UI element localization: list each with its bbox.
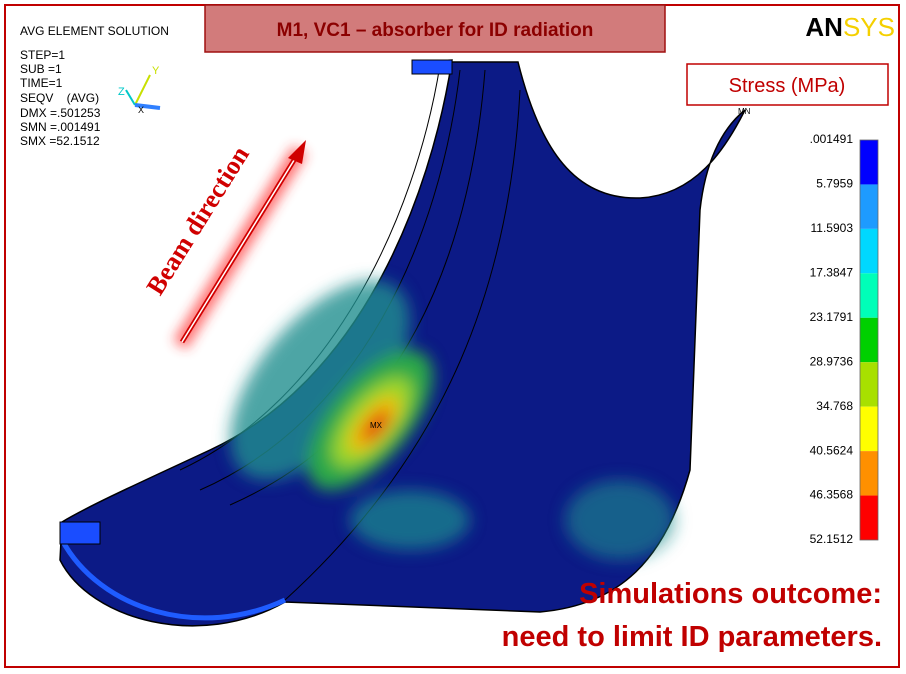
logo-part: AN — [805, 12, 843, 42]
conclusion: Simulations outcome: — [579, 578, 882, 610]
info-line: STEP=1 — [20, 48, 65, 62]
legend-swatch — [860, 451, 878, 495]
legend-label: 17.3847 — [810, 266, 854, 280]
legend-label: 28.9736 — [810, 354, 854, 368]
legend-swatch — [860, 407, 878, 451]
legend-label: .001491 — [810, 132, 854, 146]
legend-label: 46.3568 — [810, 488, 854, 502]
slide-title: M1, VC1 – absorber for ID radiation — [277, 20, 594, 41]
legend-swatch — [860, 229, 878, 273]
legend-swatch — [860, 318, 878, 362]
legend-label: 23.1791 — [810, 310, 854, 324]
info-line: TIME=1 — [20, 76, 63, 90]
info-line: DMX =.501253 — [20, 106, 101, 120]
legend-label: 40.5624 — [810, 443, 854, 457]
max-marker: MX — [370, 421, 383, 430]
info-line: SMX =52.1512 — [20, 134, 100, 148]
legend-swatch — [860, 496, 878, 540]
min-marker: MN — [738, 107, 751, 116]
legend-title: Stress (MPa) — [729, 75, 846, 97]
axis-label: Z — [118, 86, 125, 98]
info-line: SMN =.001491 — [20, 120, 101, 134]
legend-swatch — [860, 273, 878, 317]
conclusion: need to limit ID parameters. — [502, 621, 882, 653]
legend-swatch — [860, 184, 878, 228]
legend-swatch — [860, 140, 878, 184]
logo-part: SYS — [843, 12, 895, 42]
slide: Y Z X AVG ELEMENT SOLUTION STEP=1SUB =1TI… — [0, 0, 906, 674]
axis-label: X — [138, 105, 144, 115]
logo: ANSYS — [805, 12, 895, 42]
info-line: SEQV (AVG) — [20, 91, 99, 105]
axis-label: Y — [152, 65, 160, 77]
info-line: AVG ELEMENT SOLUTION — [20, 24, 169, 38]
legend-label: 5.7959 — [816, 177, 853, 191]
legend-label: 11.5903 — [811, 221, 854, 235]
info-line: SUB =1 — [20, 62, 62, 76]
legend-swatch — [860, 362, 878, 406]
legend-label: 52.1512 — [810, 532, 854, 546]
legend-label: 34.768 — [816, 399, 853, 413]
